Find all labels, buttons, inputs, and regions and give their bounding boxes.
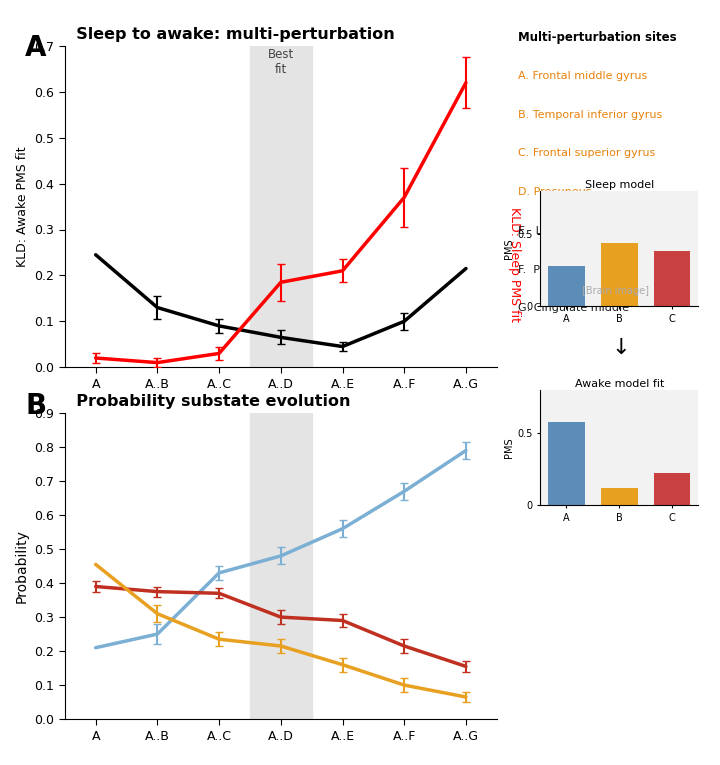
Y-axis label: PMS: PMS <box>504 438 514 457</box>
Y-axis label: KLD: Awake PMS fit: KLD: Awake PMS fit <box>16 146 29 267</box>
Title: Sleep model: Sleep model <box>585 181 654 190</box>
Text: Sleep to awake: multi-perturbation: Sleep to awake: multi-perturbation <box>65 27 395 42</box>
Y-axis label: Probability: Probability <box>15 529 29 603</box>
Bar <box>250 413 312 719</box>
Text: [Brain image]: [Brain image] <box>582 285 649 296</box>
Text: KLD: Sleep PMS fit: KLD: Sleep PMS fit <box>508 207 521 321</box>
Text: A. Frontal middle gyrus: A. Frontal middle gyrus <box>518 71 648 81</box>
Text: Multi-perturbation sites: Multi-perturbation sites <box>518 31 677 44</box>
Text: D. Precuneus: D. Precuneus <box>518 187 592 197</box>
Bar <box>600 488 638 505</box>
Title: Awake model fit: Awake model fit <box>575 379 664 389</box>
Text: Probability substate evolution: Probability substate evolution <box>65 394 351 409</box>
Text: F.  Precentral gyrus: F. Precentral gyrus <box>518 265 625 275</box>
Bar <box>654 474 690 505</box>
Text: G. Cingulate middle: G. Cingulate middle <box>518 303 629 313</box>
Bar <box>548 422 585 505</box>
Text: A: A <box>25 34 47 63</box>
Bar <box>654 252 690 306</box>
Bar <box>600 243 638 306</box>
Text: Best
fit: Best fit <box>268 48 294 76</box>
Bar <box>548 266 585 306</box>
Text: ↓: ↓ <box>611 338 630 358</box>
Text: B. Temporal inferior gyrus: B. Temporal inferior gyrus <box>518 109 662 119</box>
Bar <box>250 46 312 367</box>
Text: E.  Lingual gyrus: E. Lingual gyrus <box>518 226 611 236</box>
Text: B: B <box>25 392 46 420</box>
Text: C. Frontal superior gyrus: C. Frontal superior gyrus <box>518 148 656 158</box>
Y-axis label: PMS: PMS <box>504 239 514 259</box>
